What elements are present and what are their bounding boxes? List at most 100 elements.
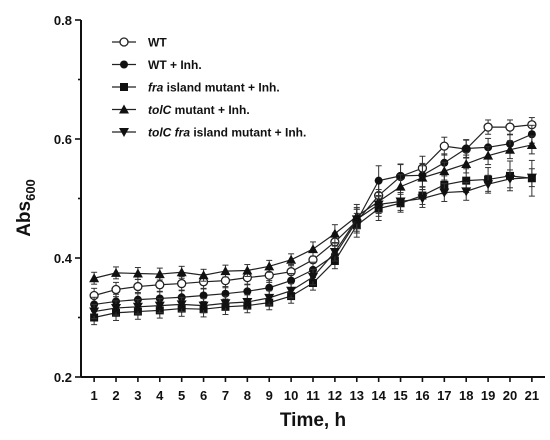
x-axis-title: Time, h (280, 410, 346, 431)
data-point (154, 301, 165, 311)
y-tick-label: 0.2 (54, 370, 72, 385)
x-tick-label: 4 (156, 388, 164, 403)
data-point (462, 176, 471, 185)
data-point (483, 150, 494, 160)
data-point (308, 244, 318, 254)
data-point (111, 303, 122, 313)
x-tick-label: 21 (525, 388, 539, 403)
data-point (199, 291, 208, 300)
x-tick-label: 10 (284, 388, 298, 403)
data-point (483, 122, 493, 132)
data-point (176, 267, 187, 277)
data-point (329, 228, 340, 238)
data-point (132, 268, 143, 278)
data-point (198, 270, 209, 280)
data-point (242, 298, 253, 308)
data-point (504, 174, 515, 184)
x-tick-label: 6 (200, 388, 207, 403)
data-point (264, 293, 275, 303)
y-axis-title-main: Abs (14, 201, 35, 237)
data-point (220, 266, 231, 276)
y-tick-label: 0.6 (54, 132, 72, 147)
legend-marker (119, 37, 129, 47)
data-point (265, 283, 274, 292)
legend-marker (120, 60, 128, 69)
data-point (461, 187, 472, 197)
series-5 (89, 168, 537, 320)
data-point (461, 158, 472, 168)
x-tick-label: 15 (393, 388, 407, 403)
data-point (504, 144, 515, 154)
data-point (483, 180, 494, 190)
data-point (439, 188, 450, 198)
plot-area (89, 117, 537, 326)
axes: Abs600 Time, h 0.20.40.60.81 2 3 4 5 6 7 8 9 10 11… (14, 13, 545, 431)
data-point (351, 215, 362, 225)
data-point (329, 248, 340, 258)
x-tick-label: 7 (222, 388, 229, 403)
legend-entry-5: tolC fra island mutant + Inh. (112, 126, 306, 140)
data-point (526, 173, 537, 183)
data-point (198, 301, 209, 311)
x-tick-label: 8 (244, 388, 251, 403)
x-tick-label: 2 (112, 388, 119, 403)
data-point (89, 307, 100, 317)
data-point (373, 200, 384, 210)
data-point (220, 275, 231, 286)
data-point (308, 273, 318, 283)
x-tick-label: 13 (350, 388, 364, 403)
legend-marker (119, 104, 129, 114)
legend-marker (119, 128, 129, 137)
legend-label: tolC fra island mutant + Inh. (148, 126, 306, 140)
legend-label: fra island mutant + Inh. (148, 81, 280, 95)
x-tick-label: 19 (481, 388, 495, 403)
legend-entry-2: WT + Inh. (112, 58, 202, 72)
x-tick-label: 12 (328, 388, 342, 403)
data-point (286, 286, 297, 296)
data-point (505, 122, 515, 132)
legend-entry-4: tolC mutant + Inh. (112, 103, 250, 117)
y-tick-label: 0.4 (54, 251, 73, 266)
data-point (417, 194, 428, 204)
x-tick-label: 11 (306, 388, 320, 403)
data-point (111, 284, 121, 295)
data-point (395, 181, 406, 191)
data-point (155, 280, 165, 290)
data-point (133, 281, 143, 292)
x-tick-label: 18 (459, 388, 473, 403)
data-point (220, 299, 231, 309)
x-tick-label: 9 (266, 388, 273, 403)
data-point (374, 176, 383, 185)
legend-entry-1: WT (112, 36, 167, 50)
data-point (286, 254, 297, 264)
x-tick-label: 3 (134, 388, 141, 403)
data-point (439, 166, 450, 176)
data-point (132, 302, 143, 312)
legend-label: WT + Inh. (148, 58, 202, 72)
legend-label: WT (148, 36, 167, 50)
data-point (264, 261, 275, 271)
data-point (176, 300, 187, 310)
legend: WT WT + Inh. fra island mutant + Inh. tolC … (112, 36, 306, 140)
x-tick-label: 16 (415, 388, 429, 403)
data-point (417, 172, 428, 182)
data-point (462, 144, 471, 153)
y-axis-title: Abs600 (14, 179, 38, 237)
data-point (395, 197, 406, 207)
data-point (111, 267, 122, 277)
x-tick-label: 5 (178, 388, 185, 403)
data-point (243, 287, 252, 296)
legend-label: tolC mutant + Inh. (148, 103, 250, 117)
data-point (242, 265, 253, 275)
x-tick-label: 14 (371, 388, 386, 403)
legend-marker (120, 83, 128, 91)
data-point (439, 141, 449, 151)
data-point (177, 278, 187, 289)
x-tick-label: 20 (503, 388, 517, 403)
x-tick-label: 1 (91, 388, 98, 403)
data-point (287, 276, 296, 285)
data-point (526, 139, 537, 149)
legend-entry-3: fra island mutant + Inh. (112, 81, 280, 95)
data-point (89, 273, 100, 283)
